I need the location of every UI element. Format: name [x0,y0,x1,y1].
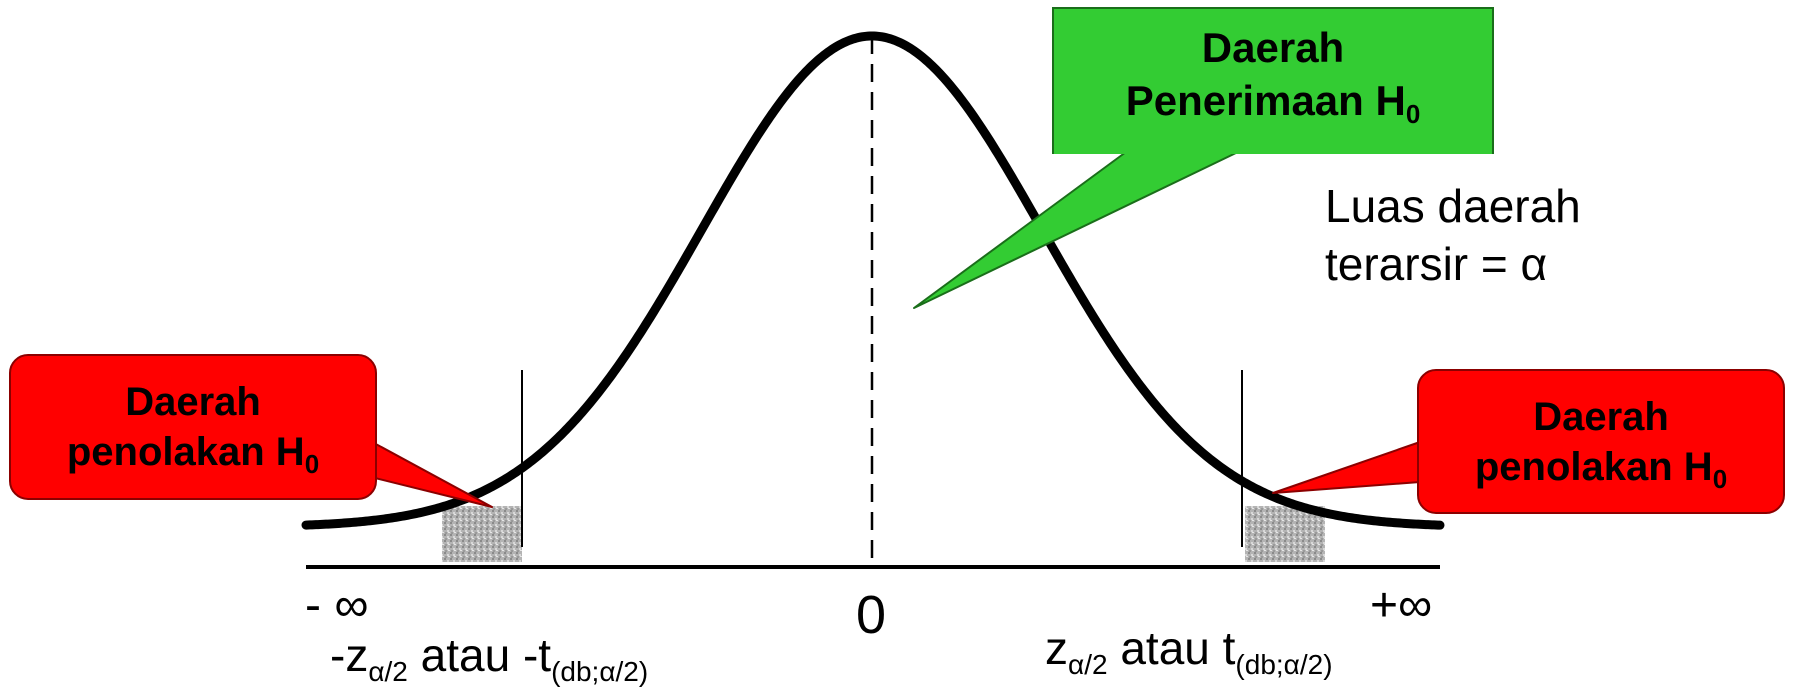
right-critical-label: zα/2 atau t(db;α/2) [1045,621,1333,681]
right-rejection-callout-box [1417,369,1785,514]
axis-right-label: +∞ [1370,579,1433,632]
right-crit-prefix: z [1045,622,1068,674]
left-rejection-line1: Daerah [125,380,261,424]
right-crit-sub2: (db;α/2) [1235,649,1333,680]
left-crit-mid: atau -t [407,629,552,681]
right-rejection-line2: penolakan H [1474,445,1713,489]
note-line2: terarsir = α [1325,237,1548,290]
acceptance-callout-box [1052,7,1494,154]
left-critical-label: -zα/2 atau -t(db;α/2) [330,628,648,688]
left-rejection-callout-box [9,354,377,500]
right-rejection-callout-pointer [1272,441,1421,494]
axis-center-label: 0 [856,585,887,645]
acceptance-line2: Penerimaan H [1125,76,1406,124]
left-rejection-callout-label: Daerah penolakan H0 [10,377,376,481]
acceptance-line1: Daerah [1201,24,1345,71]
shaded-area-note: Luas daerah terarsir = α [1325,178,1581,293]
left-shaded-region [442,506,522,562]
note-line1: Luas daerah [1325,180,1581,232]
axis-left-label: - ∞ [305,579,369,632]
left-crit-sub2: (db;α/2) [551,656,649,687]
right-crit-sub1: α/2 [1068,649,1108,680]
right-rejection-callout-label: Daerah penolakan H0 [1418,392,1784,496]
left-crit-prefix: -z [330,629,369,681]
bell-curve [301,31,1445,530]
left-crit-sub1: α/2 [368,656,408,687]
right-crit-mid: atau t [1107,622,1236,674]
right-rejection-line1: Daerah [1533,395,1669,439]
left-rejection-line2: penolakan H [66,430,305,474]
right-rejection-sub: 0 [1712,464,1728,494]
left-rejection-sub: 0 [304,449,320,479]
acceptance-callout-label: Daerah Penerimaan H0 [1053,22,1493,130]
right-shaded-region [1245,506,1325,562]
acceptance-sub: 0 [1405,98,1421,129]
